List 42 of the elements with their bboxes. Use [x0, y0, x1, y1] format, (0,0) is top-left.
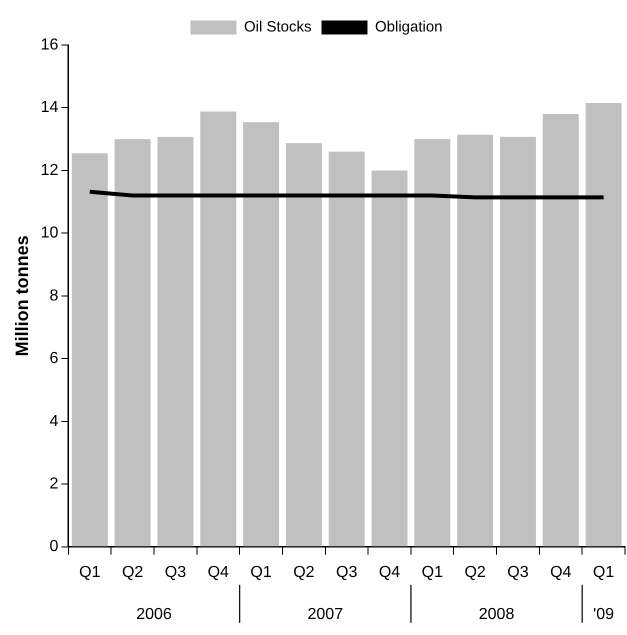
- bar: [414, 139, 450, 546]
- x-tick-label: Q4: [208, 564, 230, 581]
- x-tick-label: Q3: [336, 564, 358, 581]
- bar: [157, 136, 194, 546]
- text: 2006: [136, 606, 172, 624]
- bar: [500, 136, 536, 546]
- x-tick-label: Q1: [250, 564, 272, 581]
- legend-label: Obligation: [374, 18, 443, 36]
- y-tick-label: 4: [49, 412, 58, 430]
- y-tick-label: 12: [40, 162, 58, 179]
- x-tick-label: Q1: [592, 564, 614, 581]
- bar: [372, 170, 408, 546]
- x-tick-label: Q3: [507, 564, 529, 581]
- y-tick-label: 10: [40, 224, 58, 242]
- bar: [114, 139, 151, 546]
- bar: [286, 143, 322, 546]
- y-tick-label: 16: [40, 36, 58, 54]
- x-tick-label: Q2: [122, 564, 144, 581]
- x-tick-label: Q4: [550, 564, 572, 581]
- y-tick-label: 8: [49, 287, 58, 304]
- x-tick-label: Q2: [293, 564, 315, 581]
- bar: [243, 122, 280, 546]
- bar: [457, 134, 494, 546]
- legend-label: Oil Stocks: [244, 18, 312, 36]
- text: 2007: [307, 606, 344, 624]
- y-tick-label: 0: [49, 538, 58, 556]
- y-axis-title: Million tonnes: [12, 235, 32, 356]
- y-tick-label: 14: [40, 99, 58, 116]
- x-tick-label: Q3: [164, 564, 186, 581]
- x-tick-label: Q2: [464, 564, 486, 581]
- text: 2008: [478, 606, 514, 624]
- x-tick-label: Q4: [378, 564, 400, 581]
- bar: [328, 152, 365, 546]
- x-tick-label: Q1: [79, 564, 101, 581]
- bar: [200, 111, 236, 546]
- bar: [72, 153, 108, 546]
- y-tick-label: 2: [49, 475, 58, 492]
- y-tick-label: 6: [49, 350, 58, 368]
- text: '09: [593, 606, 614, 624]
- bar: [586, 103, 622, 546]
- x-tick-label: Q1: [422, 564, 444, 581]
- bar: [542, 114, 579, 546]
